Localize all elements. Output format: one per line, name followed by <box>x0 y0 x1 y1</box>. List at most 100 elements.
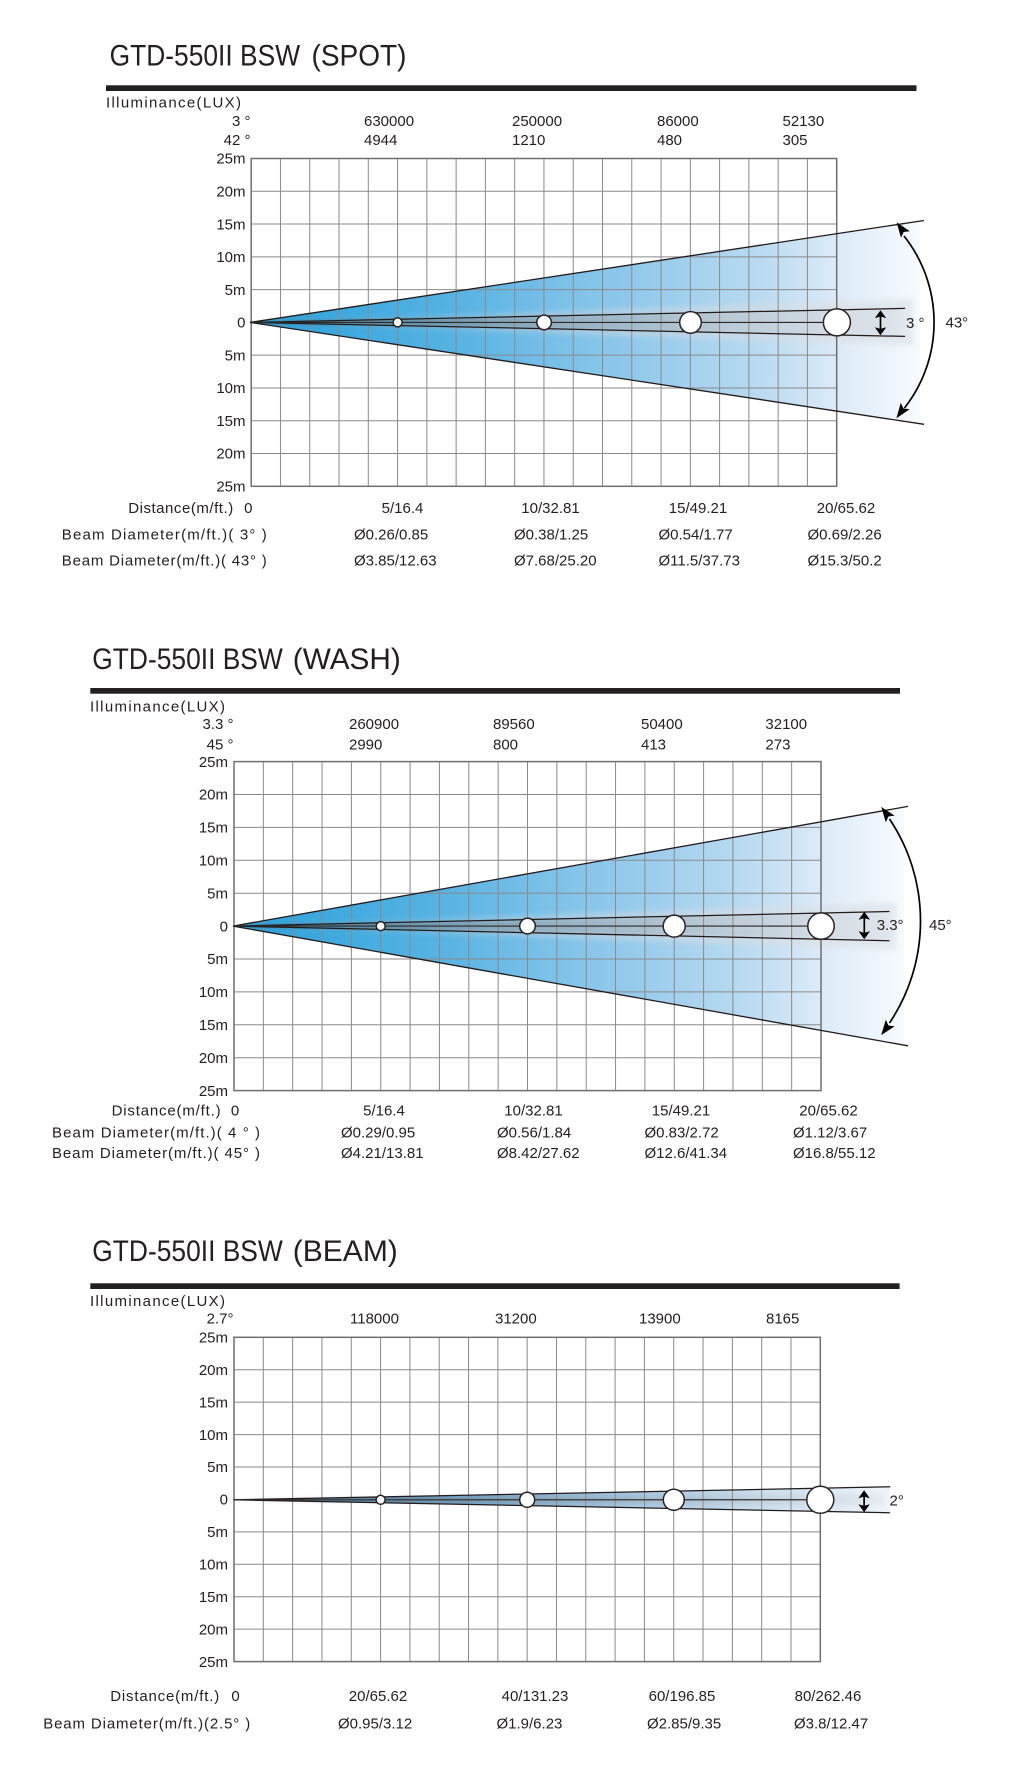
svg-text:Ø7.68/25.20: Ø7.68/25.20 <box>514 553 597 570</box>
svg-text:Beam Diameter(m/ft.)( 4 ° ): Beam Diameter(m/ft.)( 4 ° ) <box>52 1125 260 1142</box>
svg-text:(BEAM): (BEAM) <box>293 1235 398 1268</box>
svg-text:250000: 250000 <box>512 113 562 130</box>
svg-text:20m: 20m <box>199 1362 228 1379</box>
svg-text:Beam Diameter(m/ft.)( 43° ): Beam Diameter(m/ft.)( 43° ) <box>62 553 267 570</box>
svg-text:3 °: 3 ° <box>906 315 925 332</box>
svg-text:5/16.4: 5/16.4 <box>363 1103 405 1120</box>
svg-text:50400: 50400 <box>641 716 683 733</box>
svg-text:5m: 5m <box>207 1459 228 1476</box>
svg-text:10m: 10m <box>199 984 228 1001</box>
svg-text:5m: 5m <box>207 951 228 968</box>
svg-text:20m: 20m <box>216 446 245 463</box>
svg-text:20/65.62: 20/65.62 <box>349 1688 407 1705</box>
svg-text:480: 480 <box>657 132 682 149</box>
svg-text:89560: 89560 <box>493 716 535 733</box>
svg-text:Ø1.12/3.67: Ø1.12/3.67 <box>793 1125 867 1142</box>
svg-text:10/32.81: 10/32.81 <box>504 1103 562 1120</box>
svg-text:20m: 20m <box>199 1621 228 1638</box>
svg-text:Distance(m/ft.): Distance(m/ft.) <box>110 1688 219 1705</box>
svg-text:0: 0 <box>237 315 245 332</box>
svg-text:(SPOT): (SPOT) <box>312 39 407 72</box>
svg-text:25m: 25m <box>199 1330 228 1347</box>
svg-text:GTD-550II BSW: GTD-550II BSW <box>110 39 301 72</box>
svg-text:31200: 31200 <box>495 1310 537 1327</box>
svg-text:4944: 4944 <box>364 132 397 149</box>
svg-text:Ø0.56/1.84: Ø0.56/1.84 <box>497 1125 571 1142</box>
svg-text:Illuminance(LUX): Illuminance(LUX) <box>106 95 241 112</box>
svg-text:0: 0 <box>244 500 252 517</box>
svg-text:260900: 260900 <box>349 716 399 733</box>
svg-text:10/32.81: 10/32.81 <box>521 500 579 517</box>
svg-text:Ø12.6/41.34: Ø12.6/41.34 <box>645 1145 728 1162</box>
svg-text:20m: 20m <box>216 183 245 200</box>
svg-text:Ø15.3/50.2: Ø15.3/50.2 <box>808 553 882 570</box>
svg-text:0: 0 <box>231 1688 239 1705</box>
svg-text:5m: 5m <box>207 1524 228 1541</box>
svg-text:10m: 10m <box>199 853 228 870</box>
svg-text:273: 273 <box>765 736 790 753</box>
svg-text:13900: 13900 <box>639 1310 681 1327</box>
svg-text:15m: 15m <box>199 1589 228 1606</box>
svg-text:20/65.62: 20/65.62 <box>817 500 875 517</box>
svg-text:25m: 25m <box>216 151 245 168</box>
svg-text:45 °: 45 ° <box>207 736 234 753</box>
svg-text:32100: 32100 <box>765 716 807 733</box>
svg-text:15m: 15m <box>216 413 245 430</box>
svg-text:Ø0.83/2.72: Ø0.83/2.72 <box>645 1125 719 1142</box>
svg-text:2°: 2° <box>890 1493 904 1510</box>
svg-text:5m: 5m <box>207 885 228 902</box>
svg-text:52130: 52130 <box>783 113 825 130</box>
svg-text:Ø11.5/37.73: Ø11.5/37.73 <box>659 553 740 570</box>
svg-text:25m: 25m <box>199 1083 228 1100</box>
svg-text:Ø2.85/9.35: Ø2.85/9.35 <box>647 1715 721 1732</box>
svg-text:Ø3.85/12.63: Ø3.85/12.63 <box>354 553 437 570</box>
svg-text:630000: 630000 <box>364 113 414 130</box>
svg-text:Illuminance(LUX): Illuminance(LUX) <box>90 699 225 716</box>
svg-text:80/262.46: 80/262.46 <box>795 1688 862 1705</box>
svg-text:2.7°: 2.7° <box>207 1310 234 1327</box>
svg-text:15m: 15m <box>216 216 245 233</box>
svg-text:25m: 25m <box>199 754 228 771</box>
svg-text:15m: 15m <box>199 1017 228 1034</box>
svg-text:20m: 20m <box>199 1050 228 1067</box>
svg-text:0: 0 <box>220 1492 228 1509</box>
svg-text:42 °: 42 ° <box>224 132 251 149</box>
svg-text:10m: 10m <box>199 1427 228 1444</box>
svg-text:118000: 118000 <box>350 1310 399 1327</box>
svg-text:Ø16.8/55.12: Ø16.8/55.12 <box>793 1145 876 1162</box>
svg-text:0: 0 <box>231 1103 239 1120</box>
svg-text:1210: 1210 <box>512 132 545 149</box>
svg-text:25m: 25m <box>199 1654 228 1671</box>
svg-text:10m: 10m <box>199 1557 228 1574</box>
svg-text:Ø0.26/0.85: Ø0.26/0.85 <box>354 527 428 544</box>
svg-text:15/49.21: 15/49.21 <box>652 1103 710 1120</box>
svg-text:Beam Diameter(m/ft.)(2.5° ): Beam Diameter(m/ft.)(2.5° ) <box>43 1715 250 1732</box>
svg-text:3 °: 3 ° <box>232 113 251 130</box>
svg-text:10m: 10m <box>216 249 245 266</box>
svg-text:Ø0.54/1.77: Ø0.54/1.77 <box>659 527 733 544</box>
svg-text:800: 800 <box>493 736 518 753</box>
svg-text:5m: 5m <box>225 347 246 364</box>
svg-text:(WASH): (WASH) <box>293 643 401 676</box>
svg-text:3.3°: 3.3° <box>877 917 904 934</box>
svg-text:5/16.4: 5/16.4 <box>382 500 424 517</box>
svg-text:Ø0.95/3.12: Ø0.95/3.12 <box>338 1715 412 1732</box>
svg-text:Ø0.69/2.26: Ø0.69/2.26 <box>808 527 882 544</box>
svg-text:Distance(m/ft.): Distance(m/ft.) <box>112 1103 221 1120</box>
svg-text:GTD-550II BSW: GTD-550II BSW <box>92 643 283 676</box>
svg-text:10m: 10m <box>216 380 245 397</box>
svg-text:2990: 2990 <box>349 736 382 753</box>
svg-text:GTD-550II BSW: GTD-550II BSW <box>92 1235 283 1268</box>
svg-text:25m: 25m <box>216 479 245 496</box>
svg-text:Distance(m/ft.): Distance(m/ft.) <box>128 500 233 517</box>
svg-text:Ø4.21/13.81: Ø4.21/13.81 <box>341 1145 424 1162</box>
svg-text:Ø0.29/0.95: Ø0.29/0.95 <box>341 1125 415 1142</box>
svg-text:43°: 43° <box>946 315 969 332</box>
svg-text:Illuminance(LUX): Illuminance(LUX) <box>90 1293 225 1310</box>
svg-text:8165: 8165 <box>766 1310 799 1327</box>
svg-text:5m: 5m <box>225 282 246 299</box>
svg-text:15/49.21: 15/49.21 <box>669 500 727 517</box>
svg-text:40/131.23: 40/131.23 <box>502 1688 569 1705</box>
svg-text:Ø3.8/12.47: Ø3.8/12.47 <box>794 1715 868 1732</box>
svg-text:15m: 15m <box>199 1394 228 1411</box>
